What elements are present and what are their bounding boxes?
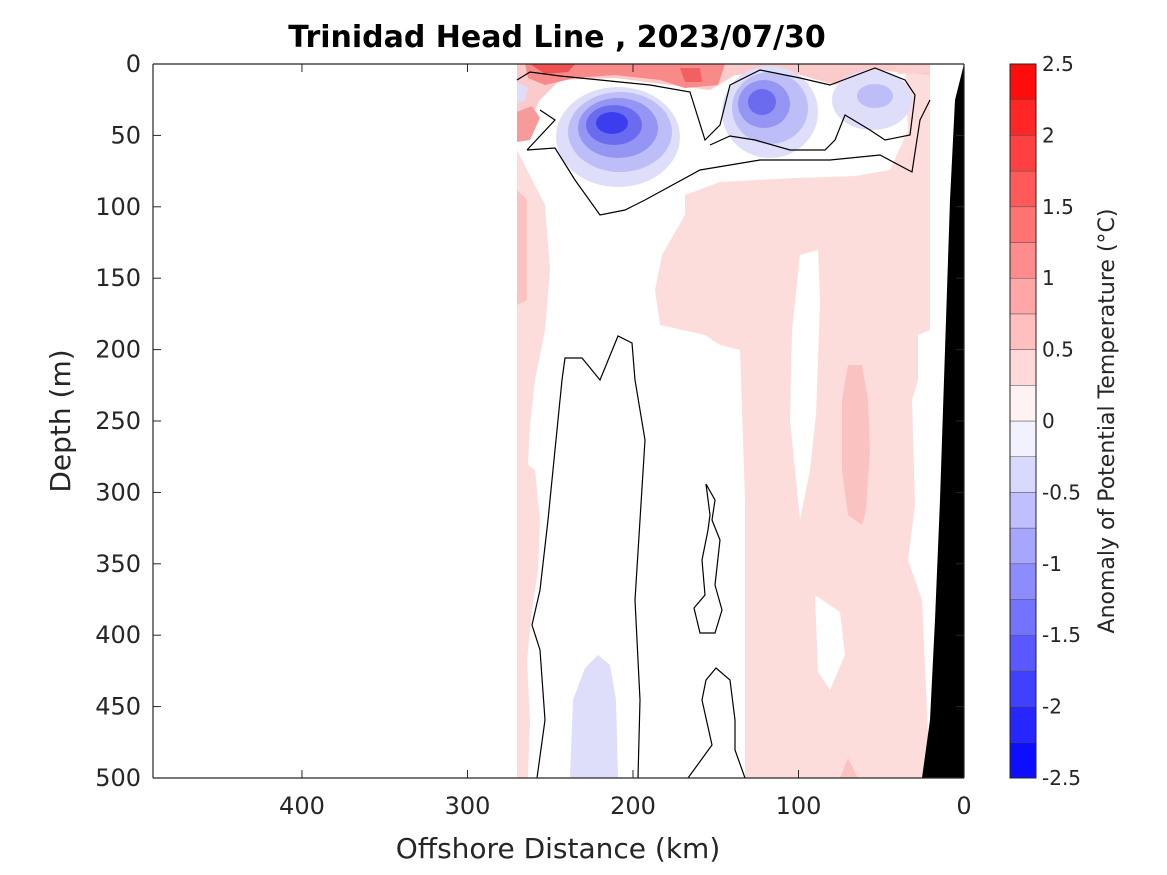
colorbar-segment [1009, 313, 1037, 350]
land-mask [922, 64, 964, 778]
y-tick-label: 350 [95, 550, 141, 578]
colorbar-tick-label: -2.5 [1042, 766, 1081, 790]
colorbar-tick-label: 1 [1042, 266, 1055, 290]
colorbar-segment [1009, 634, 1037, 672]
colorbar-segment [1009, 706, 1037, 743]
contour-lower [526, 99, 931, 216]
colorbar-tick-label: 2 [1042, 123, 1055, 147]
colorbar [1009, 63, 1037, 779]
neutral-gap-lower [815, 595, 845, 690]
contour-upper [516, 67, 916, 151]
warm-region-offshore-edge [517, 150, 550, 778]
colorbar-tick-label: -0.5 [1042, 480, 1081, 504]
colorbar-tick-label: 2.5 [1042, 52, 1074, 76]
y-tick-label: 150 [95, 264, 141, 292]
colorbar-tick-label: -2 [1042, 695, 1062, 719]
colorbar-tick-label: -1.5 [1042, 623, 1081, 647]
x-tick-label: 200 [610, 792, 656, 820]
cold-patch-edge [517, 82, 528, 104]
colorbar-segment [1009, 742, 1037, 779]
warm-surface-strong [525, 64, 725, 88]
y-tick-label: 250 [95, 407, 141, 435]
colorbar-segment [1009, 420, 1037, 457]
x-tick-label: 300 [445, 792, 491, 820]
x-axis-title: Offshore Distance (km) [396, 832, 721, 865]
warm-region-lower-offshore [517, 655, 530, 778]
colorbar-segment [1009, 349, 1037, 386]
colorbar-segment [1009, 563, 1037, 600]
warm-surface-band [517, 64, 930, 135]
warm-surface-core [530, 64, 575, 74]
plot-area [153, 64, 964, 778]
warm-pocket-bottom [840, 758, 858, 778]
colorbar-segment [1009, 63, 1037, 100]
cold-patch-deep [570, 655, 618, 778]
colorbar-segment [1009, 456, 1037, 493]
colorbar-tick-label: -1 [1042, 552, 1062, 576]
colorbar-segment [1009, 135, 1037, 172]
colorbar-segment [1009, 599, 1037, 636]
warm-subsurface-offshore [517, 106, 540, 142]
cold-core-inshore [832, 70, 912, 130]
colorbar-ticks: 2.5 2 1.5 1 0.5 0 -0.5 -1 -1.5 -2 -2.5 [1042, 52, 1081, 790]
y-axis-ticks: 0 50 100 150 200 250 300 350 400 450 500 [95, 50, 964, 792]
warm-surface-core-2 [680, 68, 702, 82]
y-axis-title: Depth (m) [44, 349, 77, 492]
colorbar-segment [1009, 385, 1037, 422]
y-tick-label: 100 [95, 193, 141, 221]
x-tick-label: 100 [776, 792, 822, 820]
colorbar-segment [1009, 242, 1037, 279]
colorbar-tick-label: 0 [1042, 409, 1055, 433]
colorbar-segment [1009, 170, 1037, 208]
contour-lower-edge [526, 109, 556, 151]
y-tick-label: 300 [95, 478, 141, 506]
warm-surface-edge [895, 64, 930, 74]
y-tick-label: 400 [95, 621, 141, 649]
colorbar-segment [1009, 206, 1037, 243]
neutral-gap-column [790, 250, 820, 520]
colorbar-segment [1009, 277, 1037, 315]
colorbar-segment [1009, 492, 1037, 529]
colorbar-title: Anomaly of Potential Temperature (°C) [1095, 209, 1120, 634]
y-tick-label: 200 [95, 336, 141, 364]
zero-contours [516, 67, 931, 778]
x-tick-label: 0 [956, 792, 971, 820]
colorbar-tick-label: 1.5 [1042, 195, 1074, 219]
colorbar-segment [1009, 99, 1037, 136]
x-tick-label: 400 [279, 792, 325, 820]
y-tick-label: 450 [95, 693, 141, 721]
colorbar-tick-label: 0.5 [1042, 338, 1074, 362]
colorbar-frame [1009, 63, 1037, 779]
contour-deep-left [531, 335, 646, 778]
chart-title: Trinidad Head Line , 2023/07/30 [288, 20, 825, 55]
y-tick-label: 500 [95, 764, 141, 792]
colorbar-segment [1009, 527, 1037, 565]
cold-core-central [722, 66, 818, 158]
colorbar-segment [1009, 670, 1037, 707]
contour-deep-bottom [687, 667, 746, 778]
cold-core-offshore [556, 87, 680, 187]
warm-pocket-offshore-edge [517, 190, 527, 305]
y-tick-label: 0 [126, 50, 141, 78]
x-axis-ticks: 400 300 200 100 0 [279, 64, 972, 820]
y-tick-label: 50 [110, 121, 141, 149]
contour-deep-mid [693, 483, 723, 634]
warm-pocket-mid [842, 365, 870, 525]
